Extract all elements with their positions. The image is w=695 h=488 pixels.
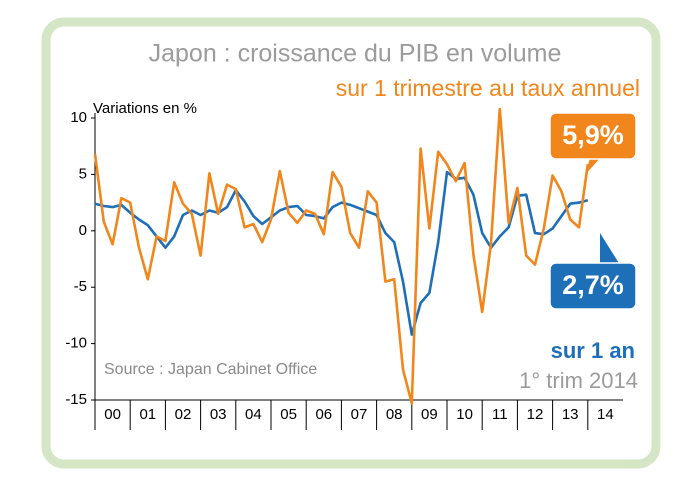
callout-box: [549, 262, 637, 310]
x-tick-label: 01: [139, 406, 156, 423]
source: Source : Japan Cabinet Office: [104, 361, 317, 378]
y-tick-label: 5: [79, 165, 87, 182]
series-line: [94, 170, 589, 336]
chart-subtitle: sur 1 trimestre au taux annuel: [336, 75, 640, 101]
x-tick-label: 04: [245, 406, 262, 423]
x-tick-label: 02: [175, 406, 192, 423]
x-tick-label: 08: [386, 406, 403, 423]
series-line: [93, 107, 590, 405]
y-tick-label: 10: [70, 109, 87, 126]
chart-title: Japon : croissance du PIB en volume: [149, 40, 562, 68]
x-tick-label: 03: [210, 406, 227, 423]
callout-label: 2,7%: [562, 270, 624, 300]
x-tick-label: 09: [421, 406, 438, 423]
y-tick-label: -10: [65, 335, 87, 352]
x-tick-label: 07: [351, 406, 368, 423]
x-tick-label: 12: [527, 406, 544, 423]
callout-tail: [585, 158, 600, 175]
x-tick-label: 00: [104, 406, 121, 423]
callout-box: [549, 112, 637, 160]
x-tick-label: 10: [456, 406, 473, 423]
x-tick-label: 14: [597, 406, 614, 423]
x-tick-label: 05: [280, 406, 297, 423]
callout-label: 5,9%: [562, 120, 624, 150]
x-tick-label: 06: [315, 406, 332, 423]
y-tick-label: -15: [65, 391, 87, 408]
x-tick-label: 13: [562, 406, 579, 423]
callout-tail: [600, 233, 622, 268]
y-tick-label: -5: [74, 278, 87, 295]
y-axis-label: Variations en %: [93, 100, 197, 117]
note-blue: sur 1 an: [551, 338, 635, 363]
panel: [41, 17, 661, 469]
note-date: 1° trim 2014: [519, 368, 638, 393]
x-tick-label: 11: [492, 406, 508, 423]
y-tick-label: 0: [79, 222, 87, 239]
